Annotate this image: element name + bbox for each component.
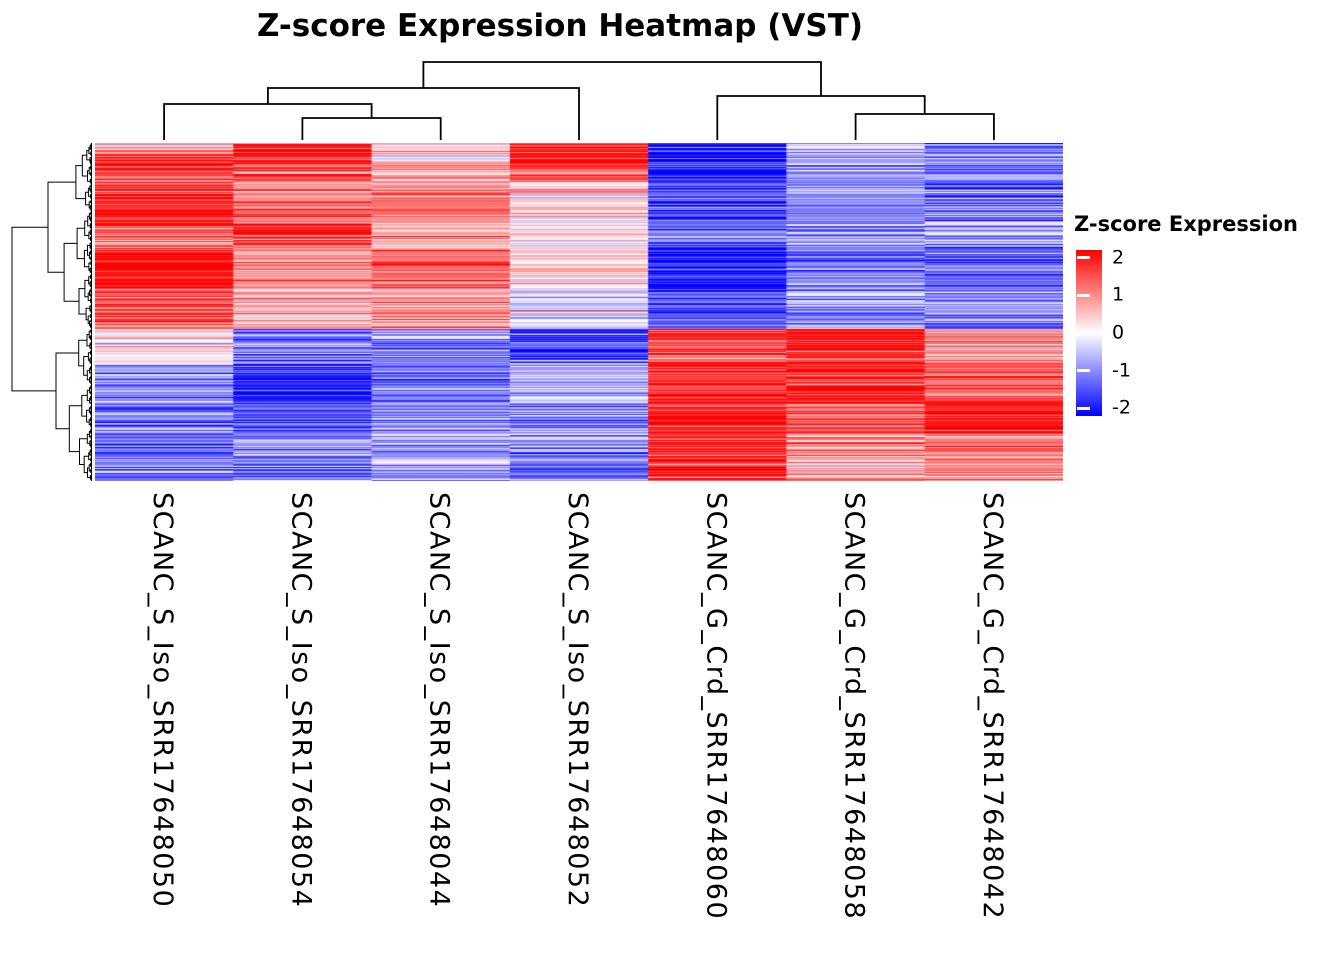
- heatmap-canvas: [95, 143, 1063, 481]
- column-label: SCANC_G_Crd_SRR17648042: [976, 492, 1008, 921]
- column-label: SCANC_S_Iso_SRR17648054: [285, 492, 317, 909]
- row-dendrogram: [11, 143, 92, 481]
- column-label: SCANC_S_Iso_SRR17648050: [147, 492, 179, 909]
- column-label: SCANC_S_Iso_SRR17648052: [562, 492, 593, 909]
- legend: Z-score Expression 2 1 0 -1 -2: [1074, 212, 1342, 420]
- legend-tick-label: 2: [1112, 246, 1125, 269]
- legend-tick-label: -1: [1112, 359, 1131, 382]
- legend-tick-label: 0: [1112, 321, 1125, 344]
- legend-colorbar-wrap: 2 1 0 -1 -2: [1074, 246, 1342, 420]
- legend-title: Z-score Expression: [1074, 212, 1298, 236]
- legend-tick-label: 1: [1112, 283, 1125, 306]
- legend-tick-mark: [1077, 369, 1090, 373]
- legend-tick-mark: [1077, 293, 1090, 297]
- column-dendrogram: [163, 61, 995, 140]
- legend-tick-mark: [1077, 256, 1090, 260]
- column-label: SCANC_G_Crd_SRR17648060: [700, 492, 732, 921]
- column-label: SCANC_G_Crd_SRR17648058: [838, 492, 870, 921]
- column-label: SCANC_S_Iso_SRR17648044: [423, 492, 455, 909]
- legend-tick-label: -2: [1112, 397, 1131, 420]
- legend-tick-mark: [1077, 406, 1090, 410]
- legend-tick-mark: [1077, 331, 1090, 335]
- chart-title: Z-score Expression Heatmap (VST): [256, 8, 864, 44]
